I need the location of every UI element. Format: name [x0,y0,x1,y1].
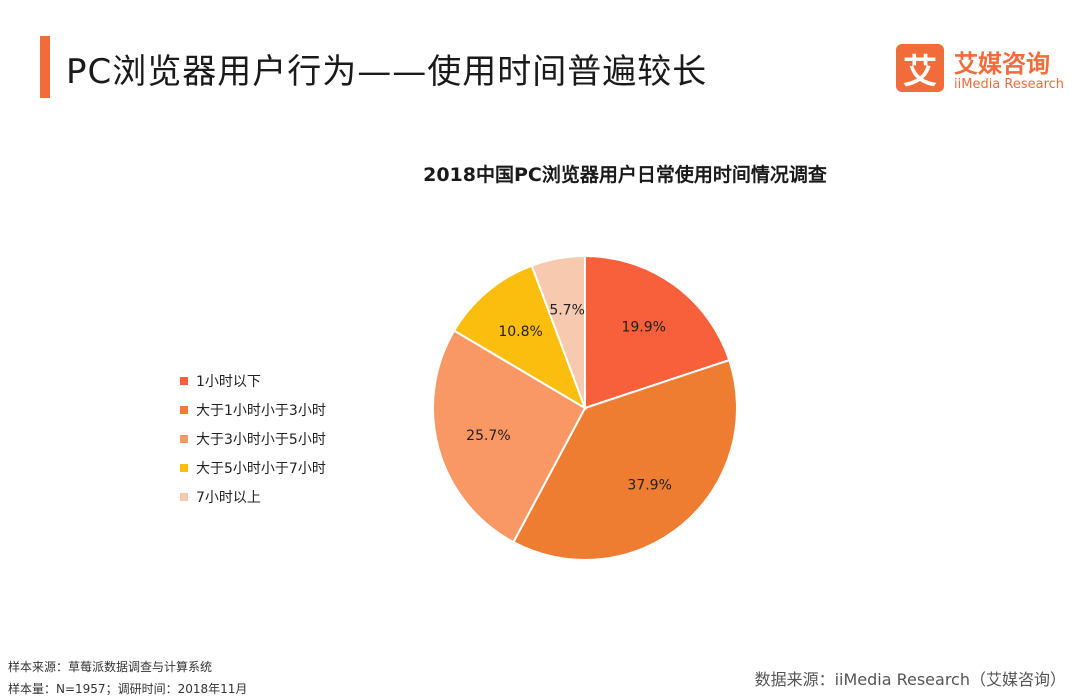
legend-item: 大于1小时小于3小时 [180,395,326,424]
legend-swatch [180,492,188,501]
pie-slice [530,254,586,409]
pie-slice [432,329,587,544]
data-source: 数据来源：iiMedia Research（艾媒咨询） [754,670,1066,689]
chart-title: 2018中国PC浏览器用户日常使用时间情况调查 [423,164,827,186]
legend-item: 1小时以下 [180,366,326,395]
page-title: PC浏览器用户行为——使用时间普遍较长 [66,52,708,92]
title-accent-bar [40,36,50,98]
sample-source: 样本来源：草莓派数据调查与计算系统 [8,660,213,674]
legend-label: 7小时以上 [196,489,261,506]
legend-swatch [180,434,188,443]
logo-name-cn: 艾媒咨询 [954,50,1050,78]
pie-slice [452,264,587,411]
legend-label: 1小时以下 [196,373,261,390]
footer-sample-info: 样本来源：草莓派数据调查与计算系统 样本量：N=1957；调研时间：2018年1… [8,656,247,700]
slice-label: 25.7% [466,428,510,444]
brand-logo: 艾 艾媒咨询 iiMedia Research [896,44,1068,96]
slice-label: 10.8% [498,324,542,340]
slice-label: 5.7% [549,302,585,318]
legend-item: 大于3小时小于5小时 [180,424,326,453]
chart-legend: 1小时以下 大于1小时小于3小时 大于3小时小于5小时 大于5小时小于7小时 7… [180,366,326,511]
legend-swatch [180,405,188,414]
legend-item: 大于5小时小于7小时 [180,453,326,482]
sample-size: 样本量：N=1957；调研时间：2018年11月 [8,682,248,696]
legend-label: 大于1小时小于3小时 [196,402,326,419]
legend-swatch [180,376,188,385]
logo-name-en: iiMedia Research [954,77,1065,92]
pie-slice [584,254,731,410]
pie-slice [512,358,738,561]
logo-mark-icon: 艾 [896,44,944,92]
legend-label: 大于3小时小于5小时 [196,431,326,448]
legend-item: 7小时以上 [180,482,326,511]
legend-swatch [180,463,188,472]
legend-label: 大于5小时小于7小时 [196,460,326,477]
slice-label: 19.9% [621,320,665,336]
slice-label: 37.9% [627,478,671,494]
